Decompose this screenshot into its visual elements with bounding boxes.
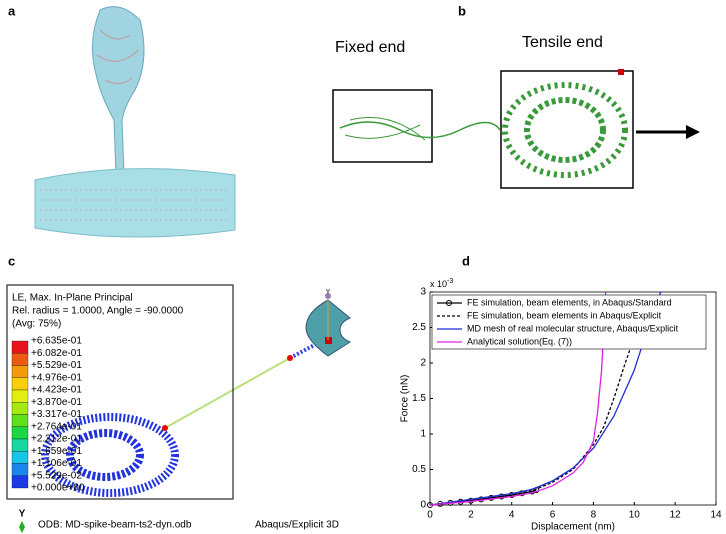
legend-line: (Avg: 75%): [12, 319, 61, 330]
fixed-end-label: Fixed end: [335, 39, 405, 56]
color-swatch: [11, 402, 29, 415]
y-multiplier-base: x 10: [430, 279, 447, 289]
color-swatch: [11, 414, 29, 427]
y-tick-label: 3: [420, 287, 426, 298]
series-marker: [498, 493, 505, 500]
scale-label: +2.212e-01: [31, 434, 82, 445]
x-tick-label: 14: [710, 510, 722, 521]
x-tick-label: 4: [509, 510, 515, 521]
y-tick-label: 2.5: [412, 322, 426, 333]
model-axis-label: Y: [326, 289, 331, 296]
scale-label: +3.317e-01: [31, 409, 82, 420]
panel-label: b: [458, 3, 466, 18]
axis-triad-label: Y: [19, 509, 26, 520]
color-swatch: [11, 426, 29, 440]
legend-line: Rel. radius = 1.0000, Angle = -90.0000: [12, 306, 184, 317]
color-swatch: [11, 353, 29, 366]
scale-label: +4.423e-01: [31, 385, 82, 396]
panel-label: d: [462, 253, 470, 268]
legend-title: LE, Max. In-Plane Principal: [12, 293, 133, 304]
scale-label: +1.659e-01: [31, 446, 82, 457]
panel-label: c: [8, 253, 15, 268]
series-line: [429, 291, 607, 506]
tensile-end-label: Tensile end: [522, 34, 603, 51]
scale-label: +2.764e-01: [31, 421, 82, 432]
color-swatch: [11, 475, 29, 489]
footer-odb: ODB: MD-spike-beam-ts2-dyn.odb: [38, 520, 192, 531]
legend-label: FE simulation, beam elements in Abaqus/E…: [467, 310, 662, 320]
scale-label: +1.106e-01: [31, 458, 82, 469]
protein-membrane-image: [34, 6, 236, 238]
color-swatch: [11, 438, 29, 452]
footer-solver: Abaqus/Explicit 3D: [255, 520, 339, 531]
y-tick-label: 2: [420, 358, 426, 369]
x-tick-label: 6: [550, 510, 556, 521]
x-tick-label: 0: [427, 510, 433, 521]
legend-label: MD mesh of real molecular structure, Aba…: [467, 323, 679, 333]
y-tick-label: 0: [420, 500, 426, 511]
color-swatch: [11, 340, 29, 354]
panel-label: a: [8, 3, 16, 18]
legend-label: FE simulation, beam elements, in Abaqus/…: [467, 297, 672, 307]
color-swatch: [11, 451, 29, 464]
legend-label: Analytical solution(Eq. (7)): [467, 336, 572, 346]
legend-marker: [446, 300, 452, 306]
color-swatch: [11, 463, 29, 476]
color-swatch: [11, 389, 29, 403]
y-tick-label: 0.5: [412, 464, 426, 475]
legend-box: [431, 294, 707, 350]
series-line: [429, 348, 631, 506]
series-marker: [488, 494, 495, 501]
y-multiplier-exponent: -3: [447, 278, 453, 285]
x-tick-label: 8: [591, 510, 597, 521]
scale-label: +6.635e-01: [31, 336, 82, 347]
x-tick-label: 2: [468, 510, 474, 521]
fe-model-image: [6, 284, 352, 533]
y-tick-label: 1.5: [412, 393, 426, 404]
scale-label: +3.870e-01: [31, 397, 82, 408]
scale-label: +0.000e+00: [31, 483, 85, 494]
scale-label: +6.082e-01: [31, 348, 82, 359]
series-marker: [508, 492, 515, 499]
x-tick-label: 12: [670, 510, 682, 521]
beam-model-image: [332, 69, 700, 189]
y-tick-label: 1: [420, 429, 426, 440]
x-axis-label: Displacement (nm): [531, 522, 615, 533]
x-tick-label: 10: [629, 510, 641, 521]
scale-label: +5.529e-02: [31, 470, 82, 481]
color-swatch: [11, 365, 29, 378]
y-axis-label: Force (nN): [400, 375, 411, 423]
color-swatch: [11, 377, 29, 391]
y-multiplier: x 10-3: [430, 278, 453, 290]
scale-label: +5.529e-01: [31, 360, 82, 371]
scale-label: +4.976e-01: [31, 372, 82, 383]
